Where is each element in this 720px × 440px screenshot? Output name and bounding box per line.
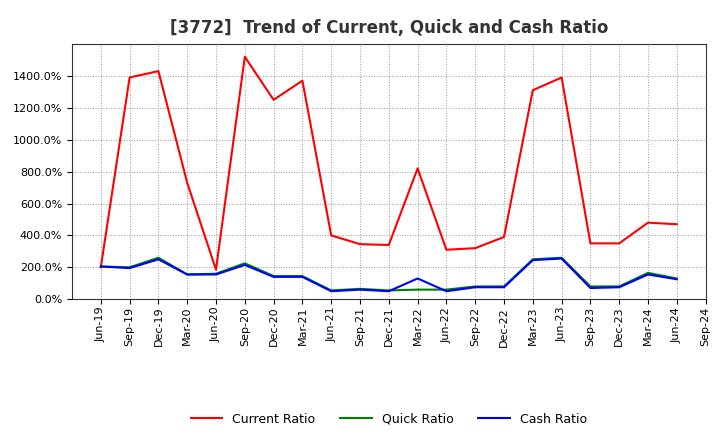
Current Ratio [586,241,595,246]
Current Ratio [240,54,249,59]
Quick Ratio [327,288,336,293]
Current Ratio [298,78,307,83]
Cash Ratio [615,285,624,290]
Current Ratio [125,75,134,80]
Cash Ratio [413,276,422,281]
Current Ratio [672,222,681,227]
Current Ratio [356,242,364,247]
Quick Ratio [356,286,364,291]
Current Ratio [413,166,422,171]
Current Ratio [442,247,451,253]
Cash Ratio [298,274,307,279]
Quick Ratio [212,271,220,276]
Quick Ratio [471,284,480,289]
Current Ratio [183,180,192,185]
Title: [3772]  Trend of Current, Quick and Cash Ratio: [3772] Trend of Current, Quick and Cash … [170,19,608,37]
Cash Ratio [384,289,393,294]
Current Ratio [644,220,652,225]
Cash Ratio [557,256,566,261]
Current Ratio [500,235,508,240]
Current Ratio [557,75,566,80]
Line: Quick Ratio: Quick Ratio [101,258,677,290]
Cash Ratio [212,272,220,277]
Quick Ratio [298,273,307,279]
Cash Ratio [528,257,537,263]
Cash Ratio [96,264,105,269]
Cash Ratio [356,287,364,292]
Current Ratio [615,241,624,246]
Current Ratio [528,88,537,93]
Current Ratio [269,97,278,103]
Cash Ratio [471,285,480,290]
Quick Ratio [96,264,105,269]
Quick Ratio [413,287,422,292]
Line: Cash Ratio: Cash Ratio [101,259,677,291]
Quick Ratio [500,284,508,289]
Current Ratio [471,246,480,251]
Quick Ratio [269,273,278,279]
Legend: Current Ratio, Quick Ratio, Cash Ratio: Current Ratio, Quick Ratio, Cash Ratio [191,413,587,425]
Quick Ratio [528,257,537,262]
Quick Ratio [672,276,681,281]
Cash Ratio [240,262,249,268]
Current Ratio [154,69,163,74]
Quick Ratio [125,265,134,270]
Cash Ratio [269,274,278,279]
Quick Ratio [240,260,249,266]
Cash Ratio [442,289,451,294]
Quick Ratio [384,288,393,293]
Current Ratio [96,265,105,270]
Quick Ratio [442,287,451,292]
Quick Ratio [557,255,566,260]
Cash Ratio [672,277,681,282]
Current Ratio [327,233,336,238]
Cash Ratio [183,272,192,277]
Quick Ratio [615,284,624,289]
Quick Ratio [154,255,163,260]
Quick Ratio [586,284,595,289]
Line: Current Ratio: Current Ratio [101,57,677,270]
Cash Ratio [327,289,336,294]
Current Ratio [212,267,220,272]
Cash Ratio [586,286,595,291]
Quick Ratio [183,272,192,277]
Cash Ratio [125,265,134,271]
Cash Ratio [644,272,652,277]
Current Ratio [384,242,393,248]
Cash Ratio [500,285,508,290]
Quick Ratio [644,270,652,275]
Cash Ratio [154,257,163,262]
